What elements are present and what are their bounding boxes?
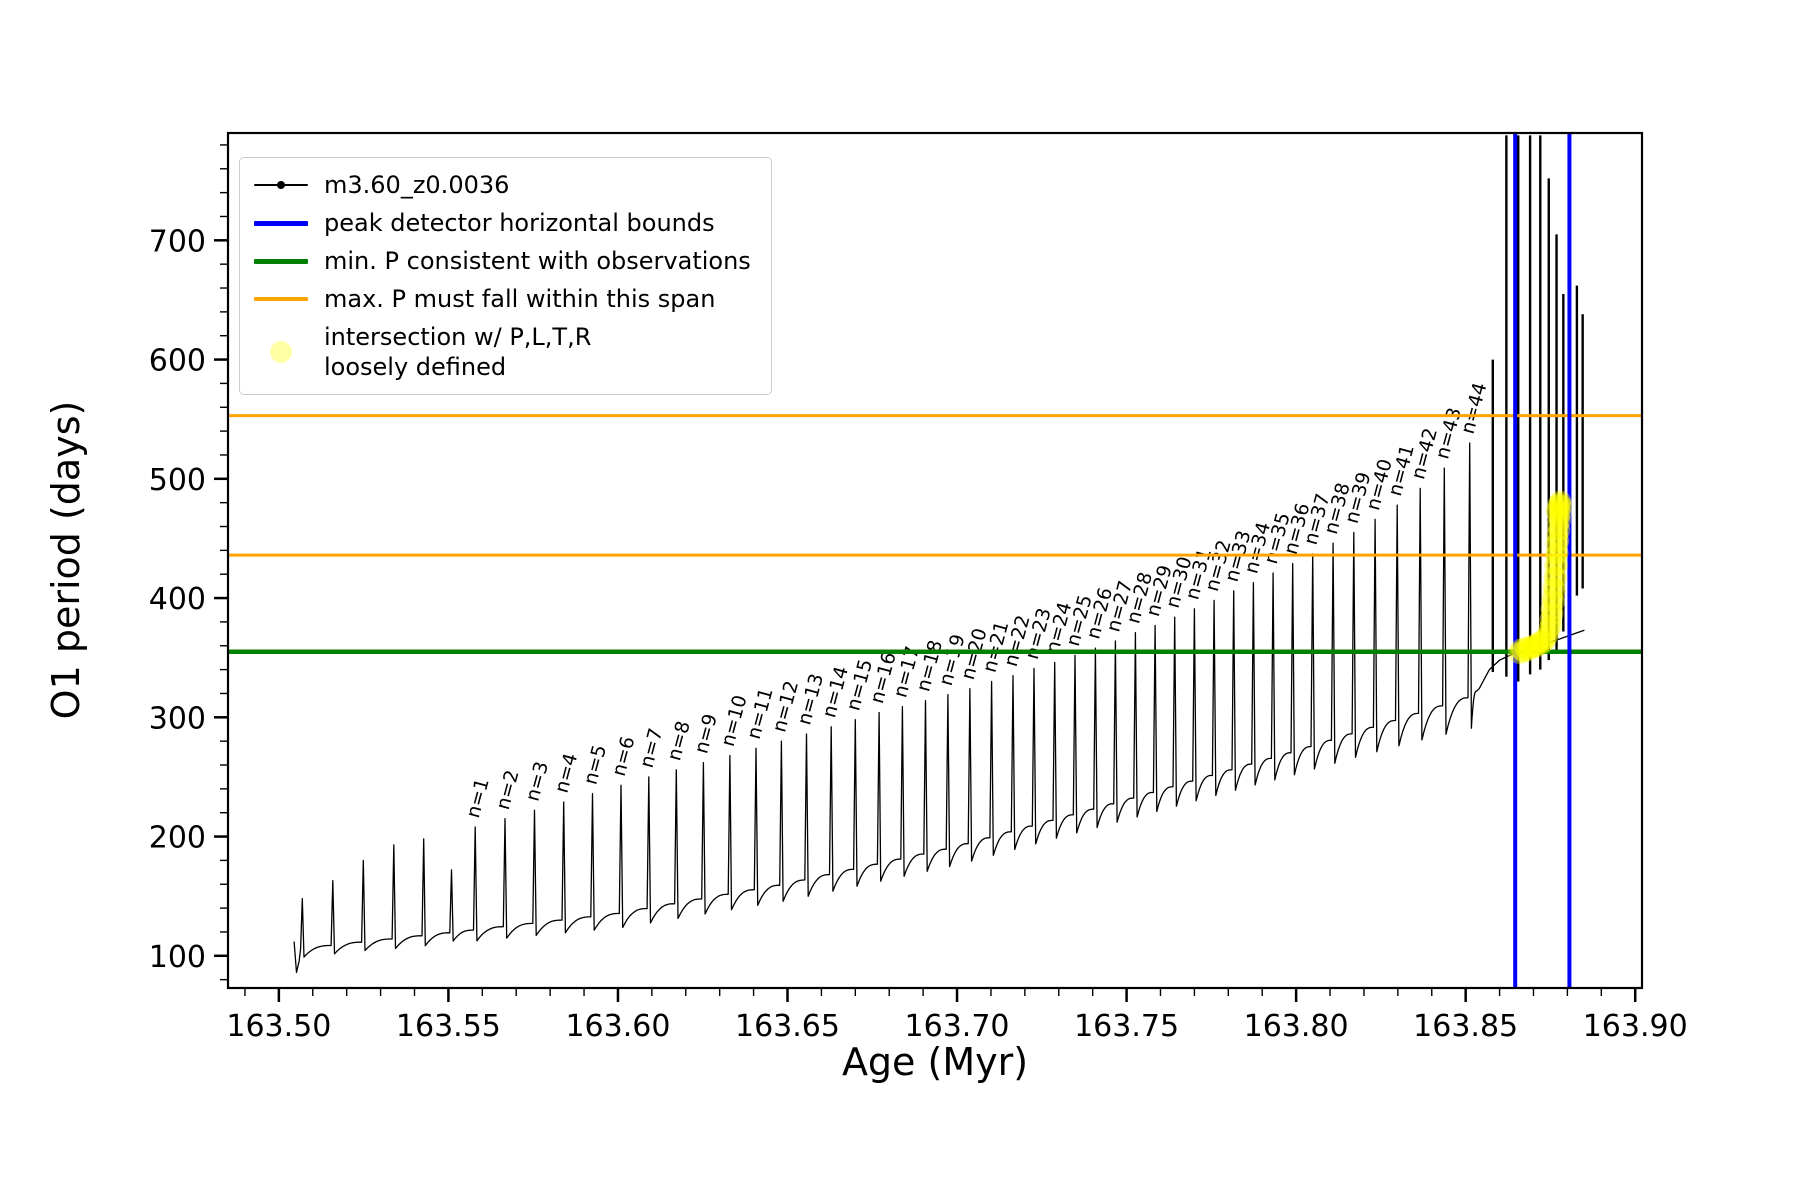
intersection-point bbox=[1545, 533, 1568, 556]
intersection-point bbox=[1545, 500, 1568, 522]
intersection-point bbox=[1536, 624, 1559, 646]
pulse-label: n=2 bbox=[492, 768, 524, 812]
intersection-point bbox=[1549, 490, 1572, 513]
intersection-point bbox=[1545, 553, 1568, 576]
intersection-point bbox=[1544, 544, 1567, 567]
legend-line-icon bbox=[254, 297, 308, 301]
x-tick-label: 163.70 bbox=[905, 1009, 1010, 1044]
intersection-point bbox=[1538, 618, 1561, 641]
intersection-point bbox=[1512, 640, 1535, 663]
intersection-point bbox=[1543, 578, 1566, 601]
intersection-point bbox=[1546, 514, 1569, 537]
legend-label: intersection w/ P,L,T,R loosely defined bbox=[324, 323, 592, 381]
intersection-point bbox=[1546, 523, 1569, 546]
intersection-point bbox=[1549, 502, 1572, 525]
x-tick-label: 163.80 bbox=[1244, 1009, 1349, 1044]
intersection-point bbox=[1514, 637, 1537, 660]
x-tick-label: 163.75 bbox=[1074, 1009, 1179, 1044]
intersection-point bbox=[1518, 636, 1541, 658]
intersection-point bbox=[1542, 590, 1565, 613]
y-tick-label: 400 bbox=[149, 582, 206, 617]
pulse-label: n=9 bbox=[690, 712, 722, 756]
pulse-label: n=6 bbox=[608, 734, 640, 778]
legend-label: max. P must fall within this span bbox=[324, 285, 716, 313]
intersection-point bbox=[1528, 633, 1551, 656]
legend-line-icon bbox=[254, 181, 308, 189]
x-tick-label: 163.55 bbox=[396, 1009, 501, 1044]
intersection-point bbox=[1548, 492, 1571, 515]
axes-frame bbox=[226, 131, 1644, 990]
pulse-label: n=4 bbox=[551, 751, 583, 795]
intersection-point bbox=[1524, 636, 1547, 658]
intersection-point bbox=[1546, 541, 1569, 564]
series-pulse-train bbox=[293, 442, 1585, 974]
x-tick-label: 163.65 bbox=[735, 1009, 840, 1044]
legend-marker-icon bbox=[254, 341, 308, 363]
intersection-point bbox=[1544, 554, 1567, 577]
pulse-label: n=8 bbox=[663, 719, 695, 763]
legend-item: peak detector horizontal bounds bbox=[254, 208, 751, 238]
intersection-point bbox=[1508, 641, 1531, 664]
legend-line-icon bbox=[254, 220, 308, 226]
y-tick-label: 600 bbox=[149, 344, 206, 379]
x-tick-label: 163.60 bbox=[565, 1009, 670, 1044]
pulse-label: n=1 bbox=[462, 776, 494, 820]
x-tick-label: 163.85 bbox=[1413, 1009, 1518, 1044]
intersection-point bbox=[1532, 631, 1555, 654]
legend-label: peak detector horizontal bounds bbox=[324, 209, 715, 237]
y-tick-label: 500 bbox=[149, 463, 206, 498]
intersection-point bbox=[1548, 519, 1571, 542]
x-axis-label: Age (Myr) bbox=[841, 1040, 1029, 1084]
intersection-point bbox=[1541, 602, 1564, 625]
x-tick-label: 163.50 bbox=[226, 1009, 331, 1044]
legend-label: min. P consistent with observations bbox=[324, 247, 751, 275]
y-tick-label: 200 bbox=[149, 821, 206, 856]
intersection-point bbox=[1540, 614, 1563, 637]
pulse-label: n=5 bbox=[579, 743, 611, 787]
intersection-point bbox=[1539, 608, 1562, 631]
intersection-point bbox=[1541, 587, 1564, 610]
intersection-point bbox=[1520, 637, 1543, 660]
legend-item: m3.60_z0.0036 bbox=[254, 170, 751, 200]
intersection-point bbox=[1540, 597, 1563, 620]
intersection-point bbox=[1550, 495, 1573, 518]
intersection-point bbox=[1547, 506, 1570, 528]
legend-line-icon bbox=[254, 258, 308, 264]
legend-label: m3.60_z0.0036 bbox=[324, 171, 510, 199]
intersection-point bbox=[1548, 509, 1571, 532]
y-tick-label: 300 bbox=[149, 701, 206, 736]
intersection-point bbox=[1548, 498, 1571, 521]
intersection-point bbox=[1526, 632, 1549, 655]
y-tick-label: 700 bbox=[149, 224, 206, 259]
y-tick-label: 100 bbox=[149, 940, 206, 975]
intersection-point bbox=[1522, 634, 1545, 657]
x-tick-label: 163.90 bbox=[1583, 1009, 1688, 1044]
intersection-point bbox=[1534, 627, 1557, 650]
intersection-point bbox=[1510, 638, 1533, 661]
intersection-point bbox=[1516, 639, 1539, 662]
intersection-point bbox=[1544, 566, 1567, 589]
legend-item: max. P must fall within this span bbox=[254, 284, 751, 314]
intersection-point bbox=[1547, 529, 1570, 552]
pulse-label: n=44 bbox=[1457, 380, 1492, 436]
pulse-label: n=3 bbox=[521, 759, 553, 803]
intersection-point bbox=[1530, 630, 1553, 652]
intersection-point bbox=[1542, 576, 1565, 599]
legend-item: min. P consistent with observations bbox=[254, 246, 751, 276]
intersection-point bbox=[1547, 494, 1570, 517]
intersection-point bbox=[1543, 565, 1566, 588]
y-axis-label: O1 period (days) bbox=[44, 400, 88, 720]
pulse-label: n=7 bbox=[636, 726, 668, 770]
legend-item: intersection w/ P,L,T,R loosely defined bbox=[254, 322, 751, 382]
